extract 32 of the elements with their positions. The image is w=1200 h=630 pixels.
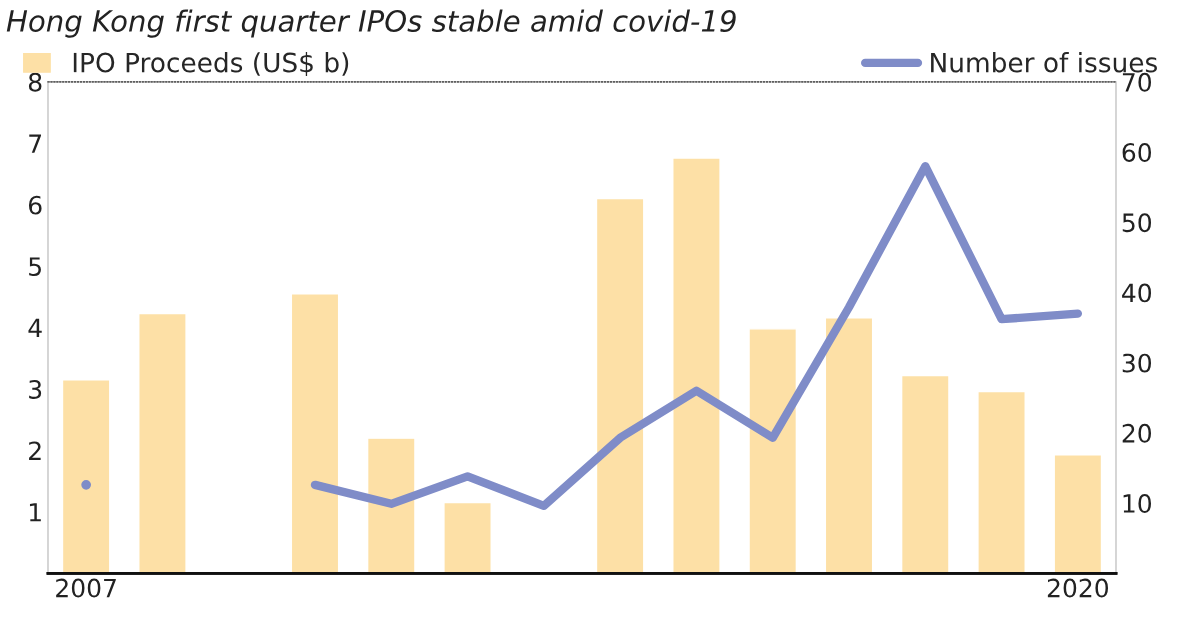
y2-tick-label: 60 [1122, 143, 1152, 162]
y-tick-label: 6 [28, 195, 42, 215]
x-tick-label: 2007 [56, 578, 116, 598]
bar [1053, 454, 1103, 574]
bar [138, 312, 187, 574]
legend-label: Number of issues [931, 52, 1157, 73]
bar [61, 379, 111, 574]
x-tick-label: 2020 [1047, 578, 1109, 598]
chart-title: Hong Kong first quarter IPOs stable amid covid-19 [6, 9, 736, 38]
y2-tick-label: 40 [1122, 283, 1152, 303]
bar [672, 157, 721, 574]
bar [977, 390, 1026, 574]
bar [748, 328, 798, 574]
bar [595, 197, 645, 574]
y-tick-label: 2 [29, 441, 41, 460]
bar [366, 437, 416, 574]
y-tick-label: 7 [29, 134, 41, 153]
bar [824, 317, 874, 574]
y-tick-label: 5 [29, 257, 41, 277]
y2-tick-label: 30 [1122, 353, 1152, 373]
y2-tick-label: 10 [1123, 494, 1152, 513]
y-tick-label: 4 [28, 318, 42, 338]
bar [290, 293, 340, 574]
bar [900, 374, 950, 574]
y2-tick-label: 20 [1122, 423, 1152, 443]
y-tick-label: 1 [29, 503, 41, 522]
legend-label: IPO Proceeds (US$ b) [73, 52, 349, 77]
y-tick-label: 8 [28, 72, 42, 92]
y-tick-label: 3 [29, 379, 42, 399]
y2-tick-label: 50 [1122, 213, 1152, 233]
bar [443, 501, 492, 574]
y2-tick-label: 70 [1122, 72, 1152, 92]
